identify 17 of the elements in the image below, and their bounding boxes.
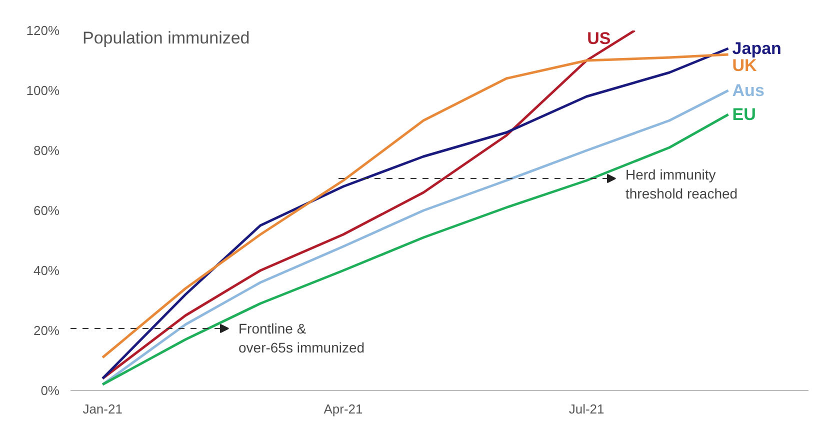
y-tick-label: 80%: [33, 143, 60, 158]
series-label: Japan: [732, 39, 782, 58]
annotation: Herd immunity threshold reached: [626, 166, 738, 202]
y-tick-label: 0%: [40, 383, 60, 398]
series-label: EU: [732, 105, 756, 124]
annotation: Frontline & over-65s immunized: [238, 320, 365, 356]
x-tick-label: Apr-21: [324, 402, 363, 416]
y-tick-label: 100%: [26, 83, 60, 98]
series-label: US: [587, 29, 611, 48]
x-tick-label: Jan-21: [82, 402, 122, 416]
y-tick-label: 20%: [33, 323, 60, 338]
chart-title: Population immunized: [82, 28, 250, 48]
y-tick-label: 40%: [33, 263, 60, 278]
series-label: Aus: [732, 81, 764, 100]
x-tick-label: Jul-21: [568, 402, 604, 416]
y-tick-label: 60%: [33, 203, 60, 218]
y-tick-label: 120%: [26, 23, 60, 38]
